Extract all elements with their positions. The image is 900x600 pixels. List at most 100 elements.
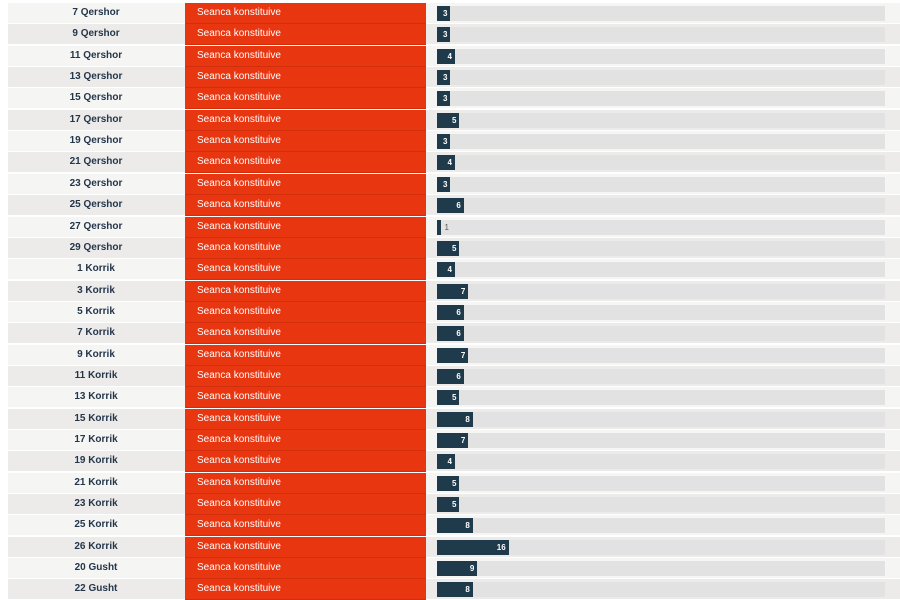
table-row: 9 Qershor Seanca konstituive 3 [8, 24, 900, 46]
table-row: 17 Korrik Seanca konstituive 7 [8, 430, 900, 451]
date-label: 17 Qershor [69, 113, 123, 125]
table-row: 5 Korrik Seanca konstituive 6 [8, 301, 900, 323]
status-label: Seanca konstituive [185, 237, 426, 259]
table-row: 22 Gusht Seanca konstituive 8 [8, 579, 900, 600]
date-label: 13 Qershor [69, 71, 123, 83]
bar-track: 8 [437, 518, 885, 534]
bar-track: 4 [437, 48, 885, 64]
bar-track: 8 [437, 411, 885, 427]
bar-track: 5 [437, 497, 885, 513]
bar-value-label: 3 [442, 30, 448, 40]
bar-value-label: 7 [460, 436, 466, 445]
bar [437, 539, 509, 555]
bar-value-label: 6 [456, 329, 461, 339]
status-label: Seanca konstituive [185, 536, 426, 558]
bar-value-label: 7 [460, 286, 466, 296]
status-label: Seanca konstituive [185, 387, 426, 409]
status-label: Seanca konstituive [185, 365, 426, 387]
table-row: 19 Qershor Seanca konstituive 3 [8, 131, 900, 153]
bar [437, 155, 455, 171]
bar-value-label: 4 [447, 265, 452, 275]
bar-value-label: 1 [444, 222, 449, 232]
status-label: Seanca konstituive [185, 323, 426, 345]
bar-value-label: 3 [442, 94, 448, 104]
status-label: Seanca konstituive [185, 344, 426, 366]
bar-track: 1 [437, 219, 885, 235]
table-row: 3 Korrik Seanca konstituive 7 [8, 280, 900, 302]
table-row: 17 Qershor Seanca konstituive 5 [8, 109, 900, 131]
bar [437, 176, 451, 192]
date-label: 7 Qershor [72, 7, 120, 18]
date-label: 1 Korrik [77, 263, 115, 275]
bar [437, 326, 464, 342]
bar [437, 390, 460, 406]
bar-track: 4 [437, 155, 885, 171]
bar-track: 4 [437, 454, 885, 470]
status-label: Seanca konstituive [185, 88, 426, 110]
date-label: 29 Qershor [69, 241, 123, 253]
bar-track: 3 [437, 91, 885, 107]
bar [437, 582, 473, 598]
bar [437, 219, 442, 235]
table-row: 13 Qershor Seanca konstituive 3 [8, 67, 900, 89]
table-row: 27 Qershor Seanca konstituive 1 [8, 216, 900, 238]
bar [437, 497, 460, 513]
bar-value-label: 3 [442, 73, 448, 83]
status-label: Seanca konstituive [185, 45, 426, 67]
bar-value-label: 3 [442, 9, 448, 18]
table-row: 11 Qershor Seanca konstituive 4 [8, 45, 900, 67]
table-row: 11 Korrik Seanca konstituive 6 [8, 365, 900, 387]
table-row: 13 Korrik Seanca konstituive 5 [8, 387, 900, 409]
status-label: Seanca konstituive [185, 472, 426, 494]
bar-value-label: 6 [456, 307, 461, 317]
bar-track: 4 [437, 262, 885, 278]
bar-track: 9 [437, 561, 885, 577]
bar-value-label: 5 [451, 478, 457, 488]
date-label: 11 Korrik [74, 369, 118, 381]
date-label: 19 Korrik [74, 455, 118, 467]
date-label: 7 Korrik [77, 327, 115, 339]
bar-track: 7 [437, 433, 885, 448]
bar-track: 7 [437, 283, 885, 299]
date-label: 13 Korrik [74, 391, 118, 403]
bar-value-label: 4 [447, 457, 452, 467]
bar-value-label: 5 [451, 393, 457, 403]
bar [437, 368, 464, 384]
table-row: 7 Qershor Seanca konstituive 3 [8, 3, 900, 24]
date-label: 23 Korrik [74, 498, 118, 510]
bar-track: 16 [437, 539, 885, 555]
bar-value-label: 3 [442, 179, 448, 189]
bar-track: 5 [437, 112, 885, 128]
bar [437, 304, 464, 320]
bar [437, 6, 451, 21]
status-label: Seanca konstituive [185, 558, 426, 580]
date-label: 15 Qershor [69, 92, 123, 104]
date-label: 26 Korrik [74, 540, 118, 552]
bar-value-label: 5 [451, 500, 457, 510]
status-label: Seanca konstituive [185, 451, 426, 473]
bar-track: 3 [437, 134, 885, 150]
bar [437, 283, 469, 299]
bar [437, 198, 464, 214]
bar-track: 6 [437, 304, 885, 320]
status-label: Seanca konstituive [185, 109, 426, 131]
bar [437, 518, 473, 534]
bar-value-label: 5 [451, 243, 457, 253]
table-row: 15 Korrik Seanca konstituive 8 [8, 408, 900, 430]
date-label: 20 Gusht [74, 562, 118, 574]
bar-value-label: 4 [447, 158, 452, 168]
date-label: 19 Qershor [69, 135, 123, 147]
date-label: 9 Korrik [77, 348, 115, 360]
table-row: 1 Korrik Seanca konstituive 4 [8, 259, 900, 281]
bar [437, 411, 473, 427]
status-label: Seanca konstituive [185, 131, 426, 153]
table-row: 20 Gusht Seanca konstituive 9 [8, 558, 900, 580]
status-label: Seanca konstituive [185, 515, 426, 537]
bar [437, 433, 469, 448]
status-label: Seanca konstituive [185, 152, 426, 174]
bar-track: 5 [437, 475, 885, 491]
date-label: 21 Qershor [69, 156, 123, 168]
bar-track: 3 [437, 176, 885, 192]
bar [437, 347, 469, 363]
date-label: 21 Korrik [74, 476, 118, 488]
